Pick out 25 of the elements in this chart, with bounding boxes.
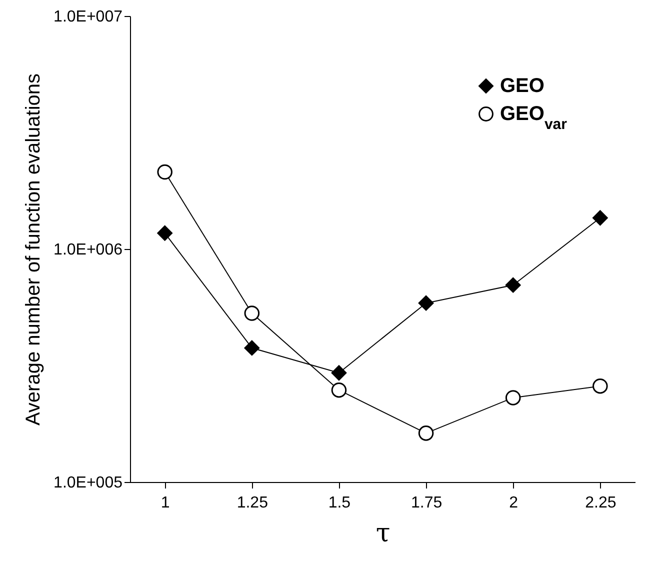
point	[505, 390, 521, 406]
y-axis-title: Average number of function evaluations	[22, 73, 45, 426]
point	[244, 340, 260, 356]
point	[592, 210, 608, 226]
x-tick-label: 1.25	[236, 494, 268, 512]
point	[331, 382, 347, 398]
point	[505, 277, 521, 293]
point	[157, 164, 172, 180]
x-tick-label: 2	[509, 494, 518, 512]
x-tick-label: 1	[160, 494, 170, 512]
point	[244, 306, 260, 321]
x-tick-label: 1.75	[410, 494, 442, 512]
point	[157, 225, 172, 241]
x-tick-label: 1.5	[328, 494, 351, 512]
x-axis-title: τ	[376, 518, 390, 548]
y-tick-label: 1.0E+007	[54, 8, 123, 26]
point	[331, 365, 347, 381]
point	[418, 295, 434, 311]
legend-label: GEO$_{var}$	[500, 103, 568, 132]
y-tick-label: 1.0E+006	[54, 242, 123, 258]
legend-label: GEO	[500, 75, 544, 97]
x-tick-label: 2.25	[585, 494, 616, 512]
y-tick-label: 1.0E+005	[54, 474, 123, 492]
point	[592, 378, 608, 394]
point	[418, 426, 434, 441]
